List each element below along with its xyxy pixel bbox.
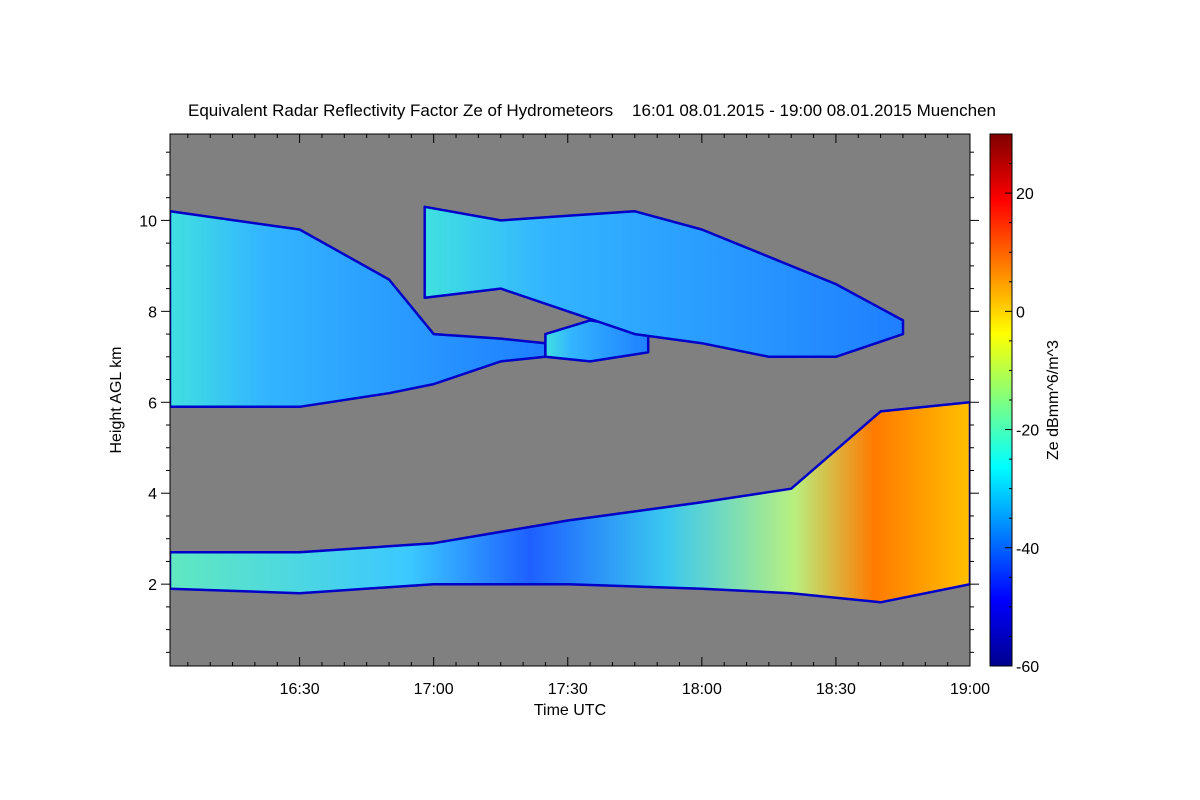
colorbar-tick-label: 20 — [1016, 186, 1034, 203]
colorbar: -60 -40 -20 0 20 Ze dBmm^6/m^3 — [989, 133, 1062, 676]
y-tick-label: 2 — [148, 577, 157, 594]
colorbar-tick-label: -40 — [1016, 541, 1039, 558]
colorbar-ramp — [989, 133, 1013, 667]
x-tick-label: 16:30 — [280, 681, 320, 698]
colorbar-tick-label: -20 — [1016, 423, 1039, 440]
x-axis: 16:30 17:00 17:30 18:00 18:30 19:00 — [187, 134, 990, 698]
plot-area — [169, 133, 971, 667]
x-tick-label: 17:00 — [414, 681, 454, 698]
x-tick-label: 18:00 — [682, 681, 722, 698]
x-tick-label: 17:30 — [548, 681, 588, 698]
y-axis-label: Height AGL km — [108, 346, 125, 453]
colorbar-label: Ze dBmm^6/m^3 — [1045, 340, 1062, 460]
colorbar-tick-label: -60 — [1016, 659, 1039, 676]
plot-frame — [169, 133, 971, 667]
chart-title: Equivalent Radar Reflectivity Factor Ze … — [188, 101, 996, 120]
x-axis-label: Time UTC — [534, 702, 606, 719]
cloud-layers — [170, 205, 970, 604]
y-tick-label: 4 — [148, 486, 157, 503]
cloud-upper-segment-3 — [423, 205, 905, 359]
x-tick-label: 19:00 — [950, 681, 990, 698]
y-axis: 2 4 6 8 10 — [139, 151, 979, 653]
colorbar-ticks: -60 -40 -20 0 20 — [1005, 133, 1039, 676]
x-tick-label: 18:30 — [816, 681, 856, 698]
y-tick-label: 10 — [139, 213, 157, 230]
colorbar-tick-label: 0 — [1016, 304, 1025, 321]
y-tick-label: 8 — [148, 304, 157, 321]
y-tick-label: 6 — [148, 395, 157, 412]
cloud-lower-segment-1 — [170, 401, 970, 604]
